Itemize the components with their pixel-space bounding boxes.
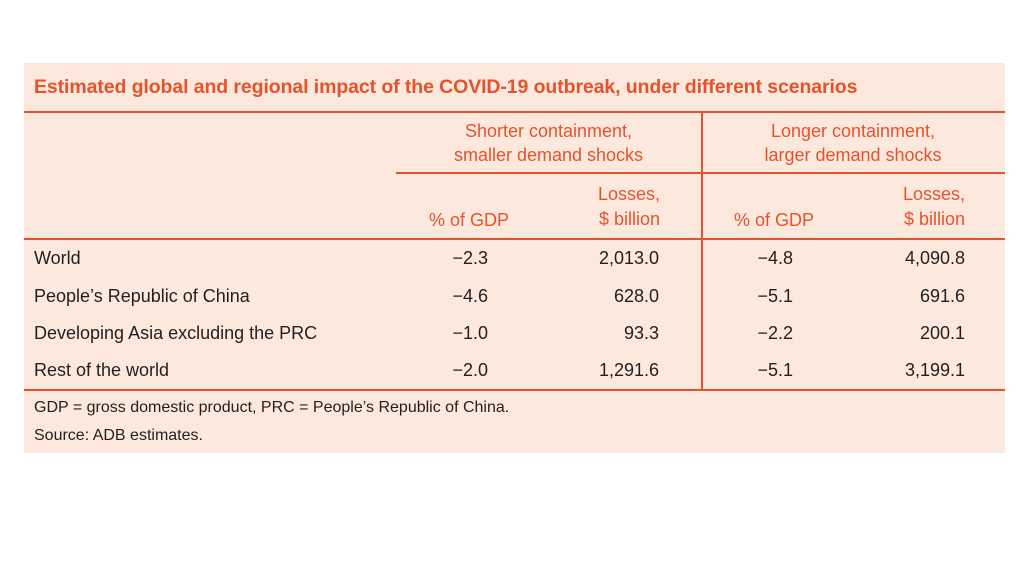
row-label-rest-of-world: Rest of the world (34, 360, 170, 380)
scenario-header-line: larger demand shocks (764, 145, 942, 165)
scenario-header-shorter: Shorter containment, smaller demand shoc… (396, 119, 701, 167)
scenario-rule-left (396, 172, 701, 174)
row-label-developing-asia: Developing Asia excluding the PRC (34, 323, 318, 343)
losses-line: Losses, (597, 184, 660, 204)
cell-pct-gdp-shorter: −2.0 (452, 360, 488, 380)
cell-losses-longer: 200.1 (919, 323, 965, 343)
title-rule (24, 111, 1005, 113)
cell-losses-longer: 691.6 (919, 286, 965, 306)
scenario-divider (701, 111, 703, 389)
row-label-prc: People’s Republic of China (34, 286, 250, 306)
abbreviations-note: GDP = gross domestic product, PRC = Peop… (34, 399, 510, 416)
table-title: Estimated global and regional impact of … (34, 76, 858, 98)
header-rule (24, 238, 1005, 240)
losses-line: Losses, (902, 184, 965, 204)
cell-losses-shorter: 1,291.6 (598, 360, 659, 380)
row-label-world: World (34, 248, 81, 268)
cell-pct-gdp-longer: −2.2 (757, 323, 793, 343)
cell-losses-longer: 3,199.1 (904, 360, 965, 380)
scenario-rule-right (701, 172, 1005, 174)
source-note: Source: ADB estimates. (34, 427, 203, 444)
scenario-header-line: Longer containment, (770, 121, 936, 141)
col-header-pct-gdp-longer: % of GDP (734, 210, 815, 230)
scenario-header-longer: Longer containment, larger demand shocks (701, 119, 1005, 167)
cell-pct-gdp-longer: −4.8 (757, 248, 793, 268)
losses-line: $ billion (903, 209, 965, 229)
cell-losses-shorter: 2,013.0 (598, 248, 659, 268)
col-header-losses-longer: Losses, $ billion (903, 182, 965, 232)
cell-pct-gdp-shorter: −4.6 (452, 286, 488, 306)
col-header-pct-gdp-shorter: % of GDP (429, 210, 510, 230)
cell-losses-shorter: 628.0 (613, 286, 659, 306)
col-header-losses-shorter: Losses, $ billion (598, 182, 660, 232)
cell-pct-gdp-shorter: −2.3 (452, 248, 488, 268)
scenario-header-line: Shorter containment, (464, 121, 633, 141)
body-rule (24, 389, 1005, 391)
table-panel: Estimated global and regional impact of … (24, 63, 1005, 453)
scenario-header-line: smaller demand shocks (453, 145, 644, 165)
cell-losses-longer: 4,090.8 (904, 248, 965, 268)
cell-pct-gdp-longer: −5.1 (757, 286, 793, 306)
cell-pct-gdp-longer: −5.1 (757, 360, 793, 380)
cell-pct-gdp-shorter: −1.0 (452, 323, 488, 343)
cell-losses-shorter: 93.3 (623, 323, 659, 343)
losses-line: $ billion (598, 209, 660, 229)
